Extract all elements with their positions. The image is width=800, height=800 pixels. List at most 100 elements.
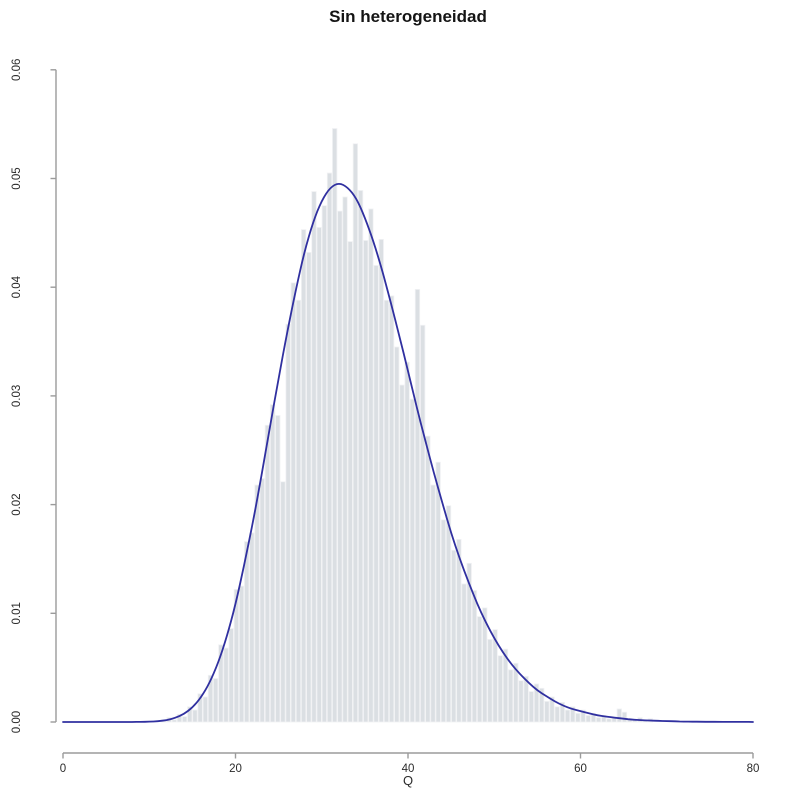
histogram-bar [388, 295, 395, 723]
x-tick-label: 40 [402, 763, 415, 775]
x-tick-label: 0 [60, 763, 66, 775]
histogram-bar [321, 205, 327, 723]
histogram-bar [502, 648, 509, 723]
histogram-bar [176, 713, 183, 723]
histogram-bar [202, 696, 208, 723]
histogram-bar [223, 647, 229, 723]
histogram-bar [285, 323, 291, 723]
y-tick-label: 0.03 [11, 385, 23, 407]
histogram-bar [476, 616, 483, 723]
y-tick-label: 0.01 [11, 602, 23, 624]
x-tick-label: 80 [747, 763, 760, 775]
histogram-bar [181, 716, 188, 723]
histogram-bar [300, 229, 307, 723]
histogram-bar [456, 538, 462, 723]
histogram-bar [357, 190, 364, 723]
histogram-bar [559, 702, 566, 723]
histogram-bar [352, 143, 359, 723]
histogram-bar [244, 541, 250, 723]
histogram-bar [337, 210, 343, 723]
histogram-bar [342, 196, 348, 723]
histogram-bar [528, 691, 534, 723]
histogram-bar [192, 709, 198, 723]
histogram-bar [311, 191, 317, 723]
y-tick-label: 0.04 [11, 275, 23, 298]
histogram-bar [399, 384, 405, 723]
histogram-bar [254, 484, 260, 723]
histogram-bar [487, 638, 493, 723]
histogram-bar [409, 398, 415, 723]
histogram-bar [466, 562, 472, 723]
histogram-bar [228, 628, 234, 723]
histogram-bar [197, 693, 203, 723]
x-tick-label: 60 [574, 763, 587, 775]
histogram-bar [290, 282, 296, 723]
histogram-bar [616, 708, 622, 723]
histogram-bar [482, 607, 488, 723]
histogram-bar [213, 678, 219, 723]
x-axis-title: Q [402, 773, 414, 788]
histogram-bar [269, 404, 276, 723]
histogram-bar [549, 696, 555, 723]
histogram-bar [440, 519, 447, 723]
x-tick-label: 20 [229, 763, 242, 775]
histogram-bar [544, 700, 550, 723]
histogram-bar [575, 712, 581, 723]
histogram-bar [471, 590, 478, 723]
histogram-bar [554, 706, 560, 723]
histogram-bar [492, 629, 498, 723]
density-curve [62, 183, 754, 723]
histogram-bar [332, 128, 338, 723]
histogram-bar [383, 299, 390, 723]
histogram-bar [585, 715, 591, 723]
histogram-bar [564, 709, 571, 723]
histogram-bar [590, 712, 597, 723]
histogram-bar [218, 644, 224, 723]
histogram-bar [461, 583, 467, 723]
histogram-bar [580, 709, 586, 723]
histogram-bar [373, 265, 379, 723]
histogram-bar [378, 238, 384, 723]
histogram-bar [570, 706, 576, 723]
histogram-bar [430, 484, 436, 723]
histogram-bar [404, 361, 410, 723]
histogram-bar [414, 288, 421, 723]
histogram-bar [363, 240, 369, 723]
histogram-bar [275, 415, 281, 723]
histogram-bar [171, 719, 177, 723]
histogram-bar [233, 588, 240, 723]
histogram-bar [316, 227, 322, 723]
y-tick-label: 0.06 [11, 59, 23, 81]
histogram-bar [187, 706, 193, 723]
histogram-bar [425, 435, 431, 723]
histogram-bar [611, 716, 617, 723]
histogram-bar [238, 585, 245, 723]
histogram-bar [394, 346, 400, 723]
histogram-bar [445, 505, 452, 723]
histogram-bar [326, 172, 333, 723]
histogram-bar [513, 662, 519, 723]
histogram-bar [295, 299, 302, 723]
y-tick-label: 0.02 [11, 493, 23, 515]
histogram-bar [347, 241, 353, 723]
histogram-bar [595, 717, 602, 723]
histogram-bar [368, 208, 374, 723]
histogram-bar [497, 655, 503, 723]
histogram-bar [606, 718, 612, 723]
histogram-bar [451, 549, 457, 723]
histogram-bar [207, 674, 214, 723]
histogram-bar [259, 478, 265, 723]
y-tick-label: 0.00 [11, 711, 23, 733]
histogram-bar [420, 324, 426, 723]
histogram-bar [533, 683, 540, 723]
histogram-bar [435, 461, 441, 723]
histogram-bar [518, 680, 524, 723]
histogram-bar [523, 675, 529, 723]
y-tick-label: 0.05 [11, 167, 23, 189]
chart-title: Sin heterogeneidad [329, 7, 487, 26]
histogram-bar [249, 532, 255, 723]
histogram-bar [280, 481, 286, 723]
histogram-bar [539, 687, 545, 723]
